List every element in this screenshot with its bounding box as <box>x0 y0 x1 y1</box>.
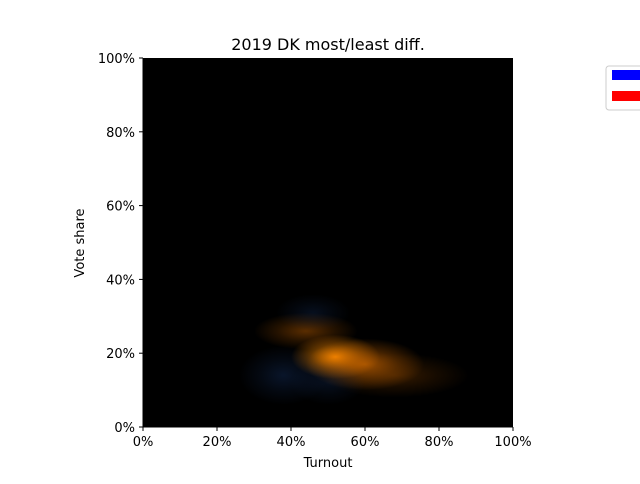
x-tick-label: 20% <box>203 435 232 450</box>
legend <box>605 65 640 111</box>
heatmap-blob <box>291 360 365 405</box>
y-tick-label: 20% <box>106 347 135 362</box>
y-tick-label: 60% <box>106 200 135 215</box>
y-tick-label: 0% <box>114 421 135 436</box>
x-tick-label: 100% <box>494 435 531 450</box>
legend-swatch <box>612 91 640 101</box>
legend-swatch <box>612 70 640 80</box>
chart-title: 2019 DK most/least diff. <box>231 35 425 54</box>
y-ticks: 0% 20% 40% 60% 80% 100% <box>98 52 143 436</box>
y-tick-label: 100% <box>98 52 135 67</box>
x-ticks: 0% 20% 40% 60% 80% 100% <box>133 427 532 450</box>
x-tick-label: 80% <box>425 435 454 450</box>
x-axis-label: Turnout <box>303 456 353 471</box>
heatmap-blob <box>276 294 351 332</box>
y-tick-label: 80% <box>106 126 135 141</box>
y-tick-label: 40% <box>106 273 135 288</box>
y-axis-label: Vote share <box>73 208 88 277</box>
x-tick-label: 40% <box>277 435 306 450</box>
heatmap-layer <box>239 294 469 405</box>
x-tick-label: 0% <box>133 435 154 450</box>
axes <box>142 58 513 428</box>
x-tick-label: 60% <box>351 435 380 450</box>
